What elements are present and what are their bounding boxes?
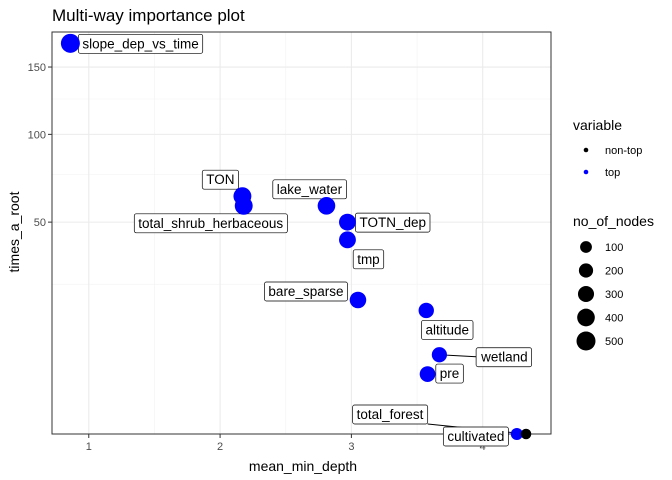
legend-size-title: no_of_nodes [573, 213, 654, 229]
label-box-tmp [352, 249, 385, 270]
point-pre [419, 366, 436, 382]
label-text-total-forest: total_forest [357, 407, 424, 422]
label-box-ton [201, 169, 239, 190]
legend-size-label-400: 400 [605, 313, 623, 325]
legend-color-key-non-top [583, 147, 589, 153]
legend-size-key-300 [577, 285, 595, 303]
legend-size-label-500: 500 [605, 336, 623, 348]
axes: 1 2 3 4 50 100 150 [28, 31, 552, 453]
x-axis-title: mean_min_depth [249, 458, 357, 474]
legend: variable no_of_nodes non-top top 100 200 300… [573, 117, 654, 351]
label-box-total-forest [352, 404, 429, 425]
label-total-forest: total_forest [352, 404, 429, 425]
point-bare-sparse [349, 291, 367, 309]
label-cultivated: cultivated [442, 426, 509, 447]
legend-color-key-top [583, 169, 589, 175]
y-axis-title: times_a_root [6, 191, 22, 272]
point-labels: slope_dep_vs_time TON total_shrub_herbaceo… [78, 33, 533, 447]
chart-title: Multi-way importance plot [52, 6, 245, 25]
x-tick-label: 1 [86, 441, 92, 453]
label-text-cultivated: cultivated [447, 429, 504, 444]
label-box-cultivated [442, 426, 509, 447]
panel-background [52, 32, 551, 434]
point-tmp [339, 231, 356, 249]
point-totn-dep [339, 213, 356, 231]
data-points [60, 33, 532, 441]
legend-size-key-200 [578, 263, 594, 278]
label-text-tmp: tmp [357, 252, 380, 267]
label-lake-water: lake_water [272, 179, 347, 200]
x-tick-label: 2 [217, 441, 223, 453]
y-tick-label: 50 [34, 217, 46, 229]
legend-size-key-100 [580, 241, 592, 253]
point-cultivated [510, 427, 523, 441]
label-box-wetland [475, 347, 533, 368]
point-total-shrub-herbaceous [234, 196, 253, 215]
label-text-lake-water: lake_water [277, 182, 343, 197]
plot-panel [52, 32, 551, 434]
label-slope-dep-vs-time: slope_dep_vs_time [78, 33, 204, 54]
point-altitude [418, 302, 434, 319]
label-text-bare-sparse: bare_sparse [268, 284, 343, 299]
legend-size-label-100: 100 [605, 242, 623, 254]
label-text-wetland: wetland [480, 350, 528, 365]
legend-color-title: variable [573, 117, 622, 133]
label-ton: TON [201, 169, 239, 190]
legend-size-key-500 [576, 331, 596, 351]
label-wetland: wetland [475, 347, 533, 368]
label-pre: pre [435, 363, 464, 384]
label-text-pre: pre [440, 366, 460, 381]
y-tick-label: 100 [28, 129, 46, 141]
label-text-ton: TON [206, 172, 234, 187]
legend-size-label-300: 300 [605, 289, 623, 301]
label-text-totn-dep: TOTN_dep [359, 215, 426, 230]
label-altitude: altitude [421, 320, 474, 340]
label-box-altitude [421, 320, 474, 340]
label-box-total-shrub-herbaceous [133, 213, 288, 234]
panel-border [51, 31, 552, 435]
label-tmp: tmp [352, 249, 385, 270]
label-box-bare-sparse [264, 281, 348, 302]
point-slope-dep-vs-time [60, 33, 80, 53]
point-lake-water [317, 196, 336, 215]
x-tick-label: 3 [348, 441, 354, 453]
legend-color-label-top: top [605, 167, 620, 179]
label-text-total-shrub-herbaceous: total_shrub_herbaceous [138, 216, 283, 231]
point-total-forest [520, 428, 532, 440]
legend-color-label-non-top: non-top [605, 145, 642, 157]
label-bare-sparse: bare_sparse [264, 281, 348, 302]
label-box-lake-water [272, 179, 347, 200]
legend-size-label-200: 200 [605, 266, 623, 278]
label-text-slope-dep-vs-time: slope_dep_vs_time [82, 36, 198, 51]
label-totn-dep: TOTN_dep [355, 212, 431, 233]
label-box-pre [435, 363, 464, 384]
label-text-altitude: altitude [425, 322, 469, 337]
label-total-shrub-herbaceous: total_shrub_herbaceous [133, 213, 288, 234]
x-tick-label: 4 [480, 441, 486, 453]
y-tick-label: 150 [28, 62, 46, 74]
legend-size-key-400 [577, 308, 595, 327]
point-wetland [431, 347, 447, 363]
